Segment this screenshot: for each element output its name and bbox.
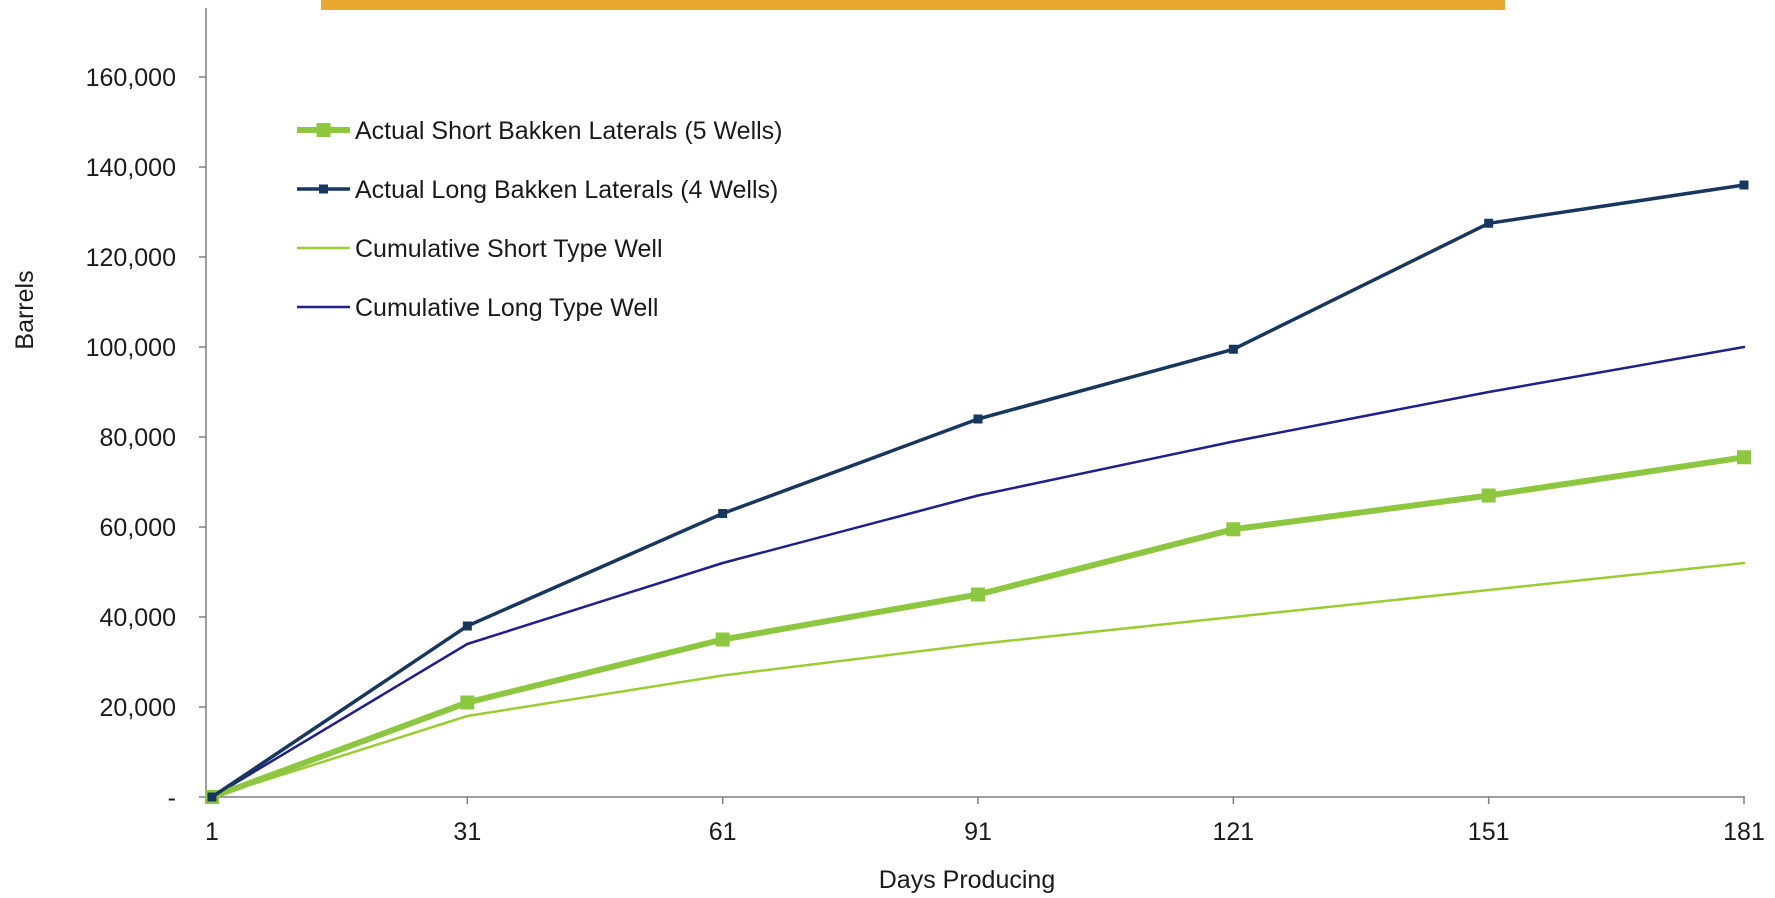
legend-swatch-marker — [316, 123, 331, 137]
x-tick-label: 121 — [1212, 818, 1254, 846]
x-tick-label: 1 — [205, 818, 219, 846]
data-point — [1484, 218, 1494, 228]
series-line — [209, 454, 1747, 800]
data-point — [973, 414, 983, 424]
series-2 — [210, 561, 1746, 799]
y-tick-label: 120,000 — [86, 244, 176, 272]
data-point — [971, 587, 985, 602]
series-1 — [207, 180, 1749, 802]
x-tick-label: 31 — [453, 818, 481, 846]
data-point — [1481, 488, 1496, 503]
data-point — [1737, 450, 1751, 465]
y-tick-label: 80,000 — [100, 424, 176, 452]
data-point — [460, 695, 475, 710]
series-3 — [210, 345, 1746, 799]
y-tick-label: - — [168, 784, 176, 812]
legend-label: Cumulative Short Type Well — [355, 235, 663, 263]
series-line — [210, 561, 1746, 799]
legend-item: Cumulative Short Type Well — [297, 235, 663, 263]
legend: Actual Short Bakken Laterals (5 Wells) Ac… — [297, 117, 783, 322]
legend-item: Actual Short Bakken Laterals (5 Wells) — [297, 117, 783, 145]
data-point — [1739, 180, 1749, 190]
data-point — [462, 621, 472, 631]
data-point — [207, 792, 217, 802]
x-tick-label: 91 — [964, 818, 992, 846]
legend-item: Actual Long Bakken Laterals (4 Wells) — [297, 176, 778, 204]
x-axis-ticks: 1 31 61 91 121 151 181 — [205, 797, 1765, 846]
header-banner — [321, 0, 1505, 10]
series-0 — [205, 450, 1751, 804]
data-point — [1228, 344, 1238, 354]
data-point — [1226, 522, 1241, 537]
legend-label: Actual Short Bakken Laterals (5 Wells) — [355, 117, 783, 145]
y-tick-label: 40,000 — [100, 604, 176, 632]
series-line — [210, 345, 1746, 799]
y-tick-label: 100,000 — [86, 334, 176, 362]
legend-swatch-marker — [319, 184, 328, 194]
y-tick-label: 160,000 — [86, 64, 176, 92]
plot-area: - 20,000 40,000 60,000 80,000 100,000 120,000 1… — [86, 8, 1765, 846]
legend-label: Actual Long Bakken Laterals (4 Wells) — [355, 176, 778, 204]
y-tick-label: 20,000 — [100, 694, 176, 722]
y-tick-label: 60,000 — [100, 514, 176, 542]
data-point — [718, 509, 728, 518]
y-axis-ticks: - 20,000 40,000 60,000 80,000 100,000 120,000 1… — [86, 64, 206, 812]
legend-label: Cumulative Long Type Well — [355, 294, 658, 322]
y-tick-label: 140,000 — [86, 154, 176, 182]
y-axis-title: Barrels — [11, 270, 39, 349]
series-layer — [205, 180, 1751, 804]
legend-item: Cumulative Long Type Well — [297, 294, 658, 322]
x-tick-label: 181 — [1723, 818, 1765, 846]
x-axis-title: Days Producing — [879, 866, 1055, 894]
data-point — [715, 632, 730, 647]
x-tick-label: 151 — [1468, 818, 1510, 846]
x-tick-label: 61 — [709, 818, 737, 846]
